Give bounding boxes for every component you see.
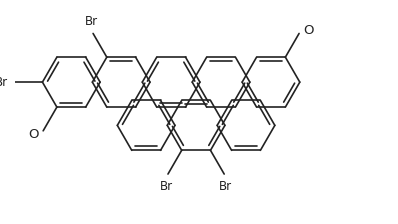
Text: Br: Br (219, 180, 232, 193)
Text: O: O (29, 128, 39, 141)
Text: O: O (303, 24, 314, 37)
Text: Br: Br (0, 76, 8, 89)
Text: Br: Br (160, 180, 173, 193)
Text: Br: Br (85, 15, 98, 28)
